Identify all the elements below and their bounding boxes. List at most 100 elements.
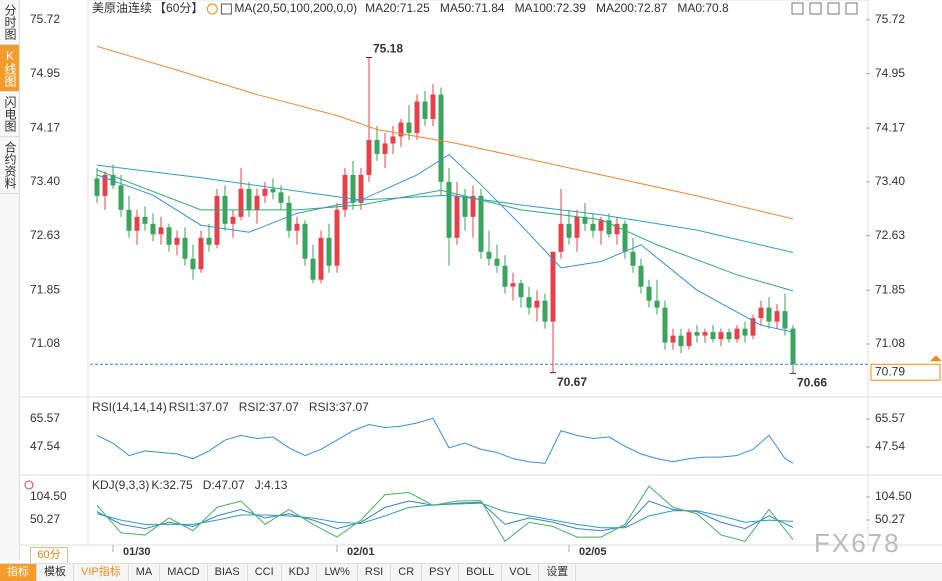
y-tick-label: 104.50 xyxy=(875,489,912,503)
candle-body xyxy=(438,94,444,182)
legend-entry: MA20:71.25 xyxy=(365,1,430,15)
toolbar-button[interactable]: VOL xyxy=(502,564,540,581)
toolbar-button[interactable]: RSI xyxy=(358,564,392,581)
candle-body xyxy=(782,311,788,329)
candle-body xyxy=(750,318,756,336)
icon[interactable] xyxy=(827,2,840,15)
candle-body xyxy=(158,227,164,235)
indicator-line xyxy=(96,169,794,292)
candle-body xyxy=(446,181,452,238)
candle-body xyxy=(254,195,260,210)
y-tick-label: 71.08 xyxy=(875,336,905,350)
icon[interactable] xyxy=(809,2,822,15)
toolbar-button[interactable]: 模板 xyxy=(37,564,74,581)
window-icons xyxy=(791,2,858,15)
icon[interactable] xyxy=(791,2,804,15)
toolbar-button[interactable]: BIAS xyxy=(208,564,248,581)
indicator-line xyxy=(96,417,794,464)
candle-body xyxy=(206,237,212,245)
legend-entry: MA200:72.87 xyxy=(596,1,668,15)
candle-body xyxy=(558,223,564,252)
candle-body xyxy=(398,122,404,137)
toolbar-button[interactable]: BOLL xyxy=(459,564,503,581)
candle-body xyxy=(614,223,620,235)
y-tick-label: 75.72 xyxy=(875,12,905,26)
candle-body xyxy=(174,237,180,245)
toolbar-button[interactable]: VIP指标 xyxy=(74,564,129,581)
last-price-box xyxy=(870,363,941,381)
candle-body xyxy=(662,307,668,343)
candle-body xyxy=(318,237,324,280)
x-tick-label: 02/05 xyxy=(579,546,607,558)
candle-body xyxy=(422,101,428,120)
y-tick-label: 65.57 xyxy=(875,411,905,425)
candle-body xyxy=(654,300,660,308)
toolbar: 指标 模板 VIP指标 MA MACD BIAS CCI KDJ LW% RSI CR PSY BOLL… xyxy=(0,563,942,581)
legend-entry: RSI3:37.07 xyxy=(309,400,369,414)
candle-body xyxy=(574,216,580,238)
candle-body xyxy=(182,237,188,259)
sidebar-tab[interactable]: 合约资料 xyxy=(0,137,19,194)
legend-entry: K:32.75 xyxy=(151,478,193,492)
plot-frame xyxy=(87,0,869,546)
candle-body xyxy=(766,307,772,322)
candle-body xyxy=(142,216,148,224)
collapse-icon[interactable] xyxy=(206,3,218,15)
candle-body xyxy=(110,174,116,186)
toolbar-button[interactable]: PSY xyxy=(422,564,460,581)
candle-body xyxy=(126,209,132,231)
candle-body xyxy=(406,122,412,133)
indicator-label: MA(20,50,100,200,0,0) xyxy=(234,1,357,15)
candle-body xyxy=(486,251,492,259)
settings-icon[interactable] xyxy=(24,480,34,490)
y-tick-label: 73.40 xyxy=(30,174,60,188)
candle-body xyxy=(502,265,508,287)
candle-body xyxy=(246,188,252,210)
toolbar-button[interactable]: LW% xyxy=(317,564,358,581)
y-tick-label: 47.54 xyxy=(875,439,905,453)
candle-body xyxy=(374,139,380,154)
candle-body xyxy=(214,195,220,245)
candle-body xyxy=(598,220,604,231)
candle-body xyxy=(734,328,740,340)
pane-title: 美原油连续 xyxy=(92,0,152,15)
indicator-line xyxy=(96,485,794,543)
extreme-label: 75.18 xyxy=(373,42,403,56)
pane-title: KDJ(9,3,3) xyxy=(92,478,149,492)
candle-body xyxy=(414,101,420,133)
period-label: 【60分】 xyxy=(154,1,203,15)
candle-body xyxy=(742,328,748,336)
sidebar-tab[interactable]: 分时图 xyxy=(0,0,19,45)
candle-body xyxy=(238,188,244,217)
candle-body xyxy=(526,297,532,308)
candle-body xyxy=(670,335,676,343)
toolbar-button[interactable]: 设置 xyxy=(539,564,577,581)
toolbar-button[interactable]: KDJ xyxy=(282,564,318,581)
period-selector[interactable]: 60分 xyxy=(30,547,68,564)
candle-body xyxy=(382,143,388,154)
candle-body xyxy=(606,220,612,235)
y-tick-label: 47.54 xyxy=(30,439,60,453)
toolbar-button[interactable]: CR xyxy=(391,564,423,581)
candle-body xyxy=(542,300,548,322)
candle-body xyxy=(278,192,284,203)
sidebar-tab[interactable]: 闪电图 xyxy=(0,92,19,137)
candle-body xyxy=(302,223,308,259)
candle-body xyxy=(774,311,780,322)
toolbar-button[interactable]: 指标 xyxy=(0,564,37,581)
sidebar-tab[interactable]: K线图 xyxy=(0,45,19,92)
candle-body xyxy=(150,223,156,235)
icon[interactable] xyxy=(845,2,858,15)
indicator-line xyxy=(96,164,794,253)
candle-body xyxy=(190,258,196,270)
y-tick-label: 50.27 xyxy=(875,512,905,526)
y-tick-label: 72.63 xyxy=(875,228,905,242)
y-tick-label: 50.27 xyxy=(30,512,60,526)
toolbar-button[interactable]: CCI xyxy=(248,564,282,581)
candle-body xyxy=(94,178,100,196)
candle-body xyxy=(462,195,468,217)
toolbar-button[interactable]: MACD xyxy=(160,564,208,581)
last-price-label: 70.79 xyxy=(875,364,905,378)
toolbar-button[interactable]: MA xyxy=(129,564,161,581)
